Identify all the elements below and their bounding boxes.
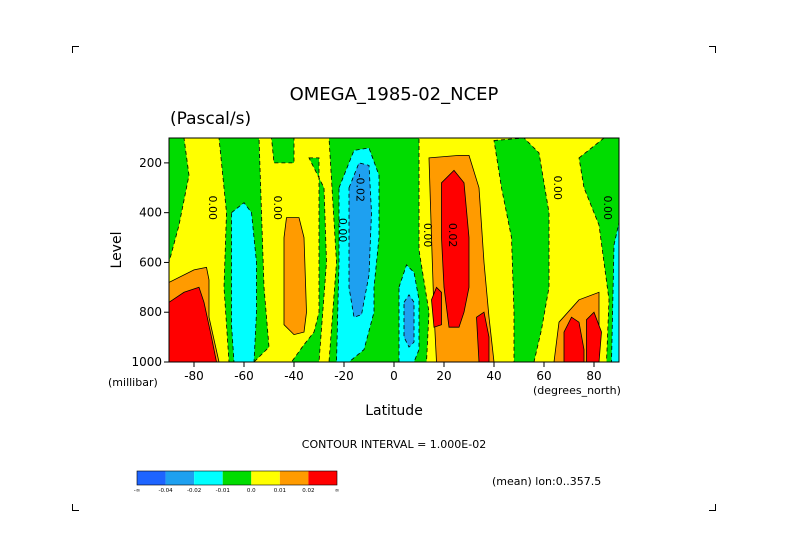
y-axis-ticks: 200 400 600 800 1000 [131, 156, 169, 369]
colorbar-label-7: ∞ [335, 488, 340, 494]
colorbar-frame [136, 470, 338, 486]
x-tick-label-4: 0 [390, 369, 398, 383]
x-tick-label-5: 20 [436, 369, 451, 383]
y-axis-label: Level [109, 232, 125, 269]
x-axis-label: Latitude [365, 403, 423, 419]
contour-region-22 [563, 316, 585, 362]
colorbar-label-4: 0.0 [247, 488, 256, 494]
contour-label-0: 0.00 [206, 195, 219, 220]
y-tick-label-0: 200 [139, 156, 162, 170]
contour-fill-regions [169, 138, 619, 362]
contour-region-8 [231, 202, 257, 362]
contour-label-7: 0.00 [601, 195, 614, 220]
crop-mark-top-right [709, 46, 716, 53]
contour-region-23 [586, 311, 602, 362]
colorbar-label-0: -∞ [134, 488, 141, 494]
colorbar-label-2: -0.02 [187, 488, 201, 494]
contour-region-6 [493, 138, 550, 362]
colorbar-label-6: 0.02 [302, 488, 314, 494]
crop-mark-top-left [72, 46, 79, 53]
colorbar-swatch-3 [222, 471, 252, 485]
contour-labels: 0.00 0.00 0.00 -0.02 0.00 0.02 0.00 0.00 [206, 174, 614, 248]
colorbar-swatch-4 [251, 471, 280, 485]
colorbar-label-3: -0.01 [216, 488, 230, 494]
contour-label-4: 0.00 [421, 223, 434, 248]
colorbar-label-1: -0.04 [158, 488, 173, 494]
colorbar-swatch-5 [279, 471, 309, 485]
y-axis-units: (millibar) [108, 376, 158, 389]
y-tick-label-3: 800 [139, 305, 162, 319]
contour-region-11 [611, 222, 619, 362]
crop-mark-bottom-left [72, 504, 79, 511]
contour-region-4 [291, 157, 327, 362]
colorbar: -∞ -0.04 -0.02 -0.01 0.0 0.01 0.02 ∞ [134, 470, 340, 494]
y-tick-label-4: 1000 [131, 355, 162, 369]
x-tick-label-2: -40 [284, 369, 304, 383]
x-tick-label-3: -20 [334, 369, 354, 383]
contour-region-20 [431, 286, 442, 328]
x-tick-label-0: -80 [184, 369, 204, 383]
x-tick-label-8: 80 [586, 369, 601, 383]
colorbar-swatch-1 [165, 471, 195, 485]
contour-label-2: 0.00 [336, 218, 349, 243]
contour-region-15 [283, 217, 307, 336]
contour-interval-note: CONTOUR INTERVAL = 1.000E-02 [302, 438, 486, 451]
colorbar-swatch-2 [194, 471, 223, 485]
contour-region-18 [169, 286, 217, 362]
crop-mark-bottom-right [709, 504, 716, 511]
contour-region-19 [441, 169, 470, 328]
chart-units: (Pascal/s) [170, 109, 251, 129]
contour-region-12 [348, 162, 372, 318]
x-tick-label-7: 60 [536, 369, 551, 383]
footnote-mean-lon: (mean) lon:0..357.5 [492, 475, 601, 488]
corner-marks [72, 46, 716, 511]
y-tick-label-1: 400 [139, 206, 162, 220]
x-tick-label-1: -60 [234, 369, 254, 383]
x-axis-ticks: -80 -60 -40 -20 0 20 40 60 80 [184, 362, 602, 383]
contour-label-3: -0.02 [354, 174, 367, 202]
colorbar-label-5: 0.01 [274, 488, 286, 494]
contour-label-6: 0.00 [551, 176, 564, 201]
contour-region-3 [271, 138, 295, 164]
chart-title: OMEGA_1985-02_NCEP [290, 84, 499, 105]
colorbar-swatch-0 [137, 471, 166, 485]
y-tick-label-2: 600 [139, 255, 162, 269]
x-tick-label-6: 40 [486, 369, 501, 383]
x-axis-units: (degrees_north) [533, 384, 621, 397]
contour-label-5: 0.02 [446, 223, 459, 248]
contour-region-1 [169, 138, 190, 263]
contour-region-21 [476, 311, 490, 362]
colorbar-swatch-6 [308, 471, 337, 485]
contour-region-7 [578, 138, 619, 362]
contour-region-13 [403, 294, 415, 348]
contour-label-1: 0.00 [271, 195, 284, 220]
